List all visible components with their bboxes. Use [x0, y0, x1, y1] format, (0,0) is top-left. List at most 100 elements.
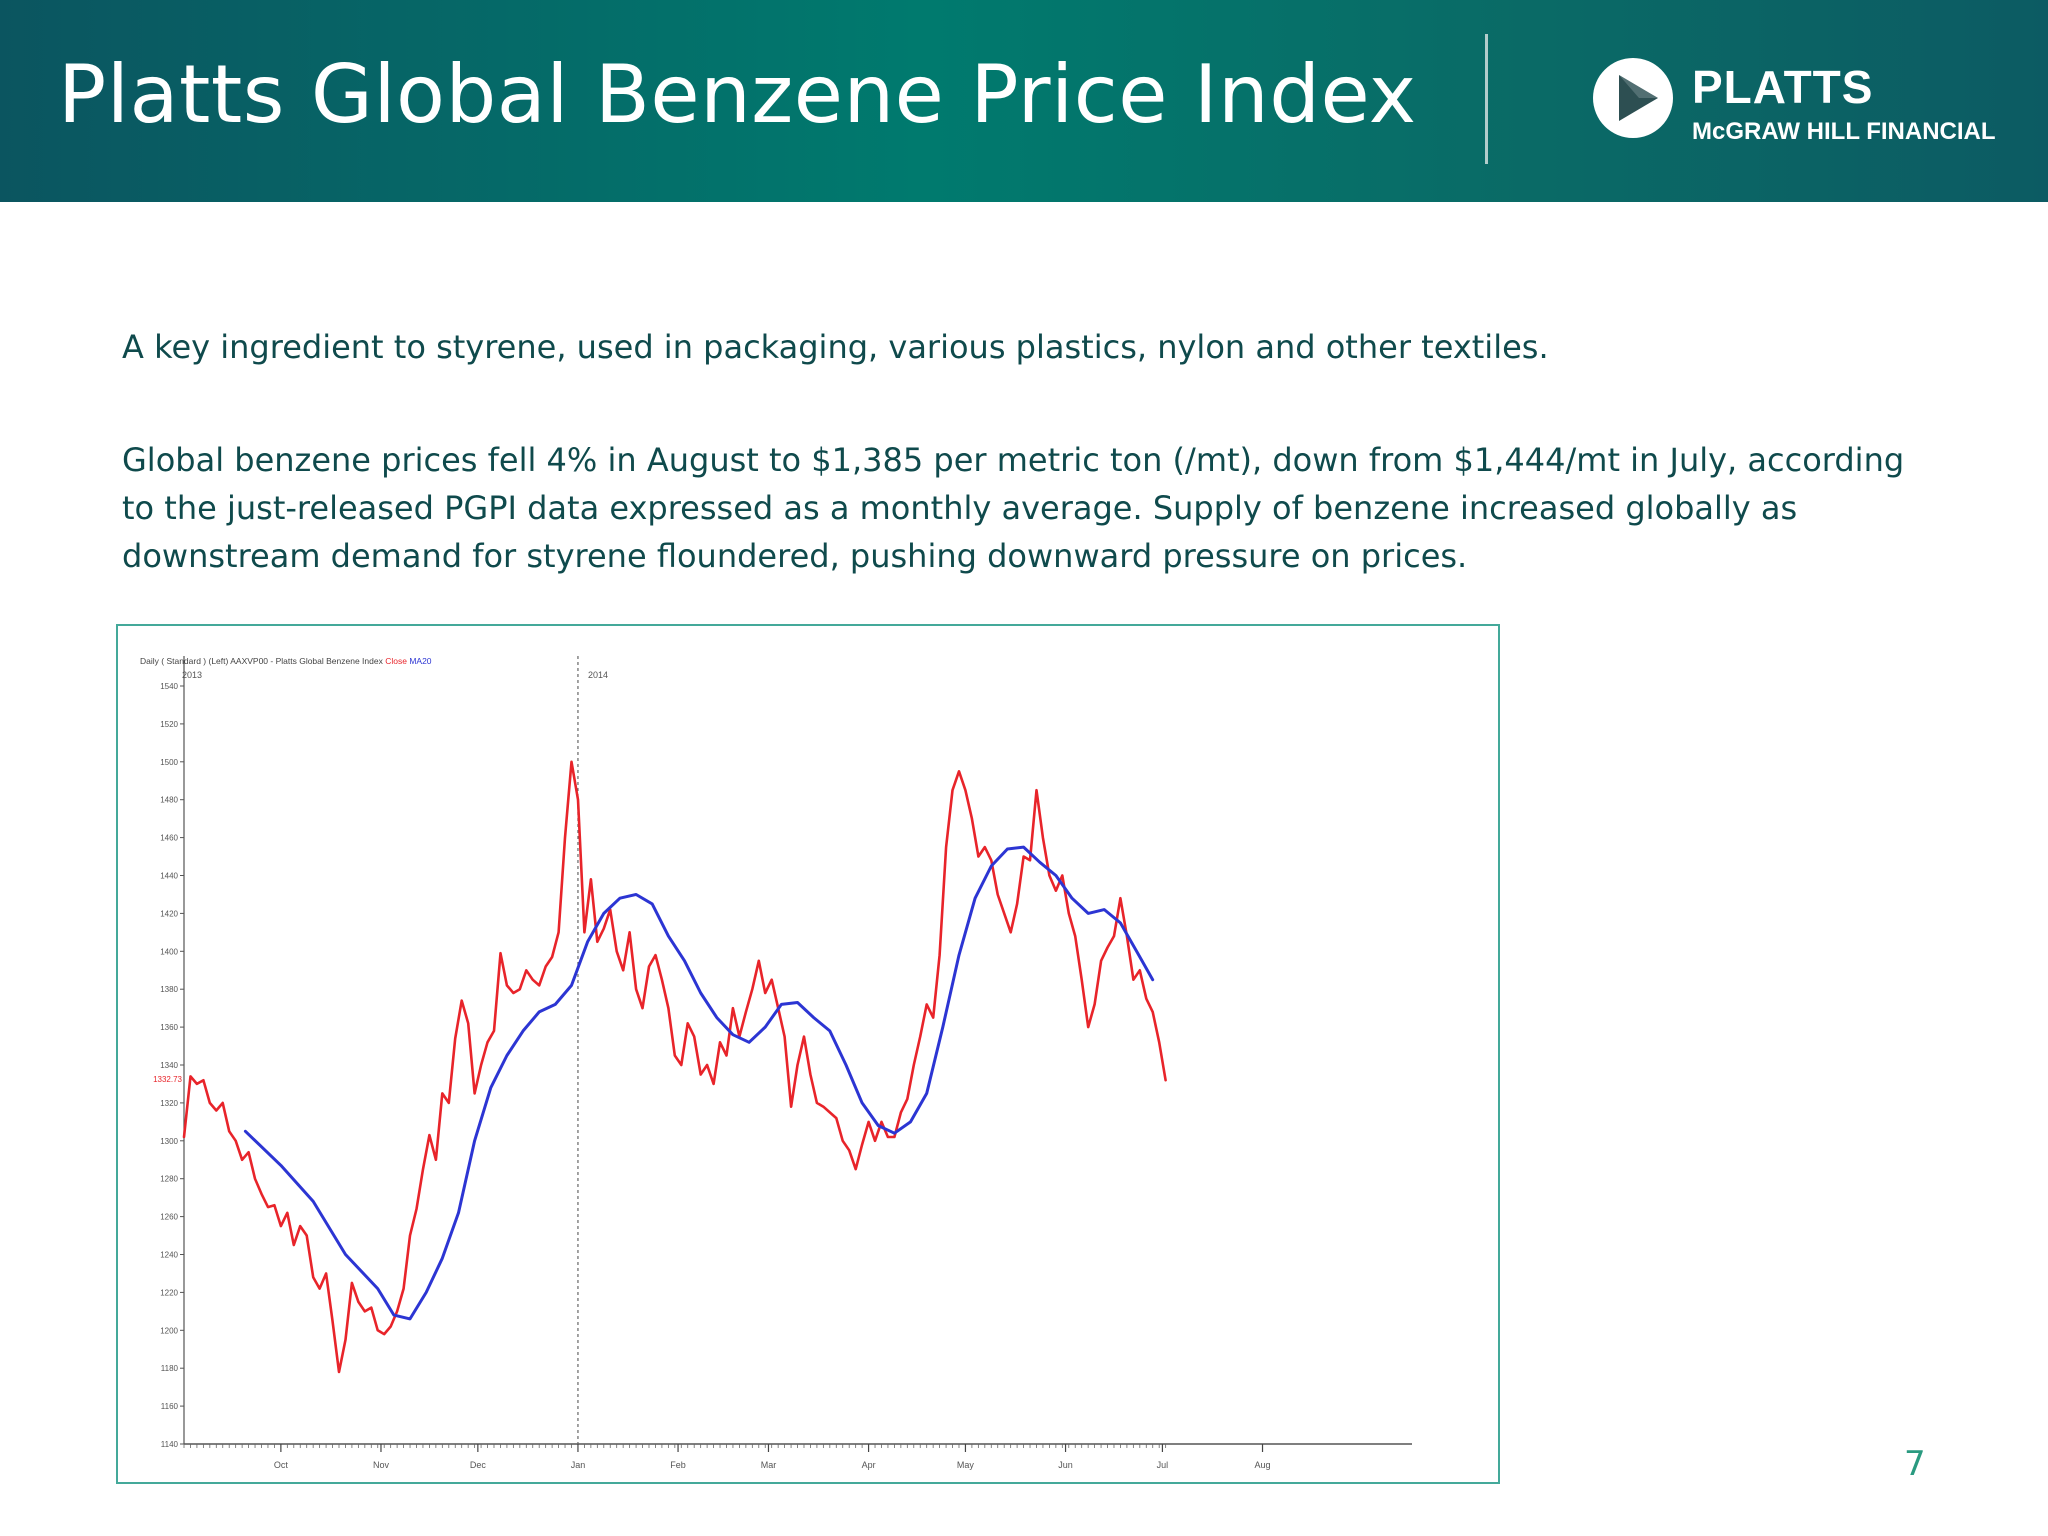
- series-point-close: [287, 1212, 288, 1213]
- series-point-close: [280, 1225, 281, 1226]
- series-point-ma20: [442, 1258, 443, 1259]
- series-point-close: [674, 1055, 675, 1056]
- series-point-close: [293, 1244, 294, 1245]
- series-point-close: [274, 1205, 275, 1206]
- series-point-close: [332, 1320, 333, 1321]
- y-tick-label: 1160: [161, 1402, 179, 1411]
- series-point-close: [597, 941, 598, 942]
- series-point-close: [203, 1080, 204, 1081]
- series-point-close: [874, 1140, 875, 1141]
- y-tick-label: 1420: [160, 909, 178, 918]
- series-point-close: [1159, 1042, 1160, 1043]
- x-tick-label: Jul: [1157, 1460, 1169, 1470]
- series-point-close: [1113, 936, 1114, 937]
- series-line-ma20: [243, 845, 1155, 1321]
- series-point-ma20: [1088, 913, 1089, 914]
- year-label-2014: 2014: [588, 670, 608, 680]
- series-point-close: [416, 1208, 417, 1209]
- series-point-close: [616, 951, 617, 952]
- series-point-ma20: [797, 1002, 798, 1003]
- series-point-ma20: [700, 992, 701, 993]
- series-point-close: [422, 1169, 423, 1170]
- year-label-2013: 2013: [182, 670, 202, 680]
- last-value-label: 1332.73: [153, 1075, 182, 1084]
- series-point-close: [694, 1036, 695, 1037]
- series-point-close: [532, 979, 533, 980]
- series-point-close: [397, 1311, 398, 1312]
- series-point-ma20: [1007, 848, 1008, 849]
- series-point-close: [790, 1106, 791, 1107]
- series-point-close: [681, 1064, 682, 1065]
- y-tick-label: 1540: [160, 682, 178, 691]
- series-point-ma20: [1023, 846, 1024, 847]
- y-tick-label: 1380: [160, 985, 178, 994]
- series-point-close: [629, 932, 630, 933]
- series-point-close: [887, 1136, 888, 1137]
- play-icon: [1593, 58, 1673, 138]
- series-point-close: [306, 1235, 307, 1236]
- series-point-ma20: [571, 985, 572, 986]
- x-tick-label: Oct: [274, 1460, 289, 1470]
- series-point-close: [1152, 1011, 1153, 1012]
- series-point-ma20: [845, 1064, 846, 1065]
- series-point-ma20: [458, 1212, 459, 1213]
- series-point-close: [978, 856, 979, 857]
- x-tick-label: Mar: [761, 1460, 777, 1470]
- series-point-close: [196, 1083, 197, 1084]
- series-point-close: [1107, 947, 1108, 948]
- series-point-ma20: [587, 941, 588, 942]
- series-point-close: [803, 1036, 804, 1037]
- y-tick-label: 1320: [160, 1099, 178, 1108]
- series-point-close: [455, 1038, 456, 1039]
- series-point-close: [429, 1135, 430, 1136]
- y-tick-label: 1500: [160, 758, 178, 767]
- series-point-close: [868, 1121, 869, 1122]
- series-point-close: [300, 1225, 301, 1226]
- series-point-close: [945, 846, 946, 847]
- series-point-ma20: [813, 1017, 814, 1018]
- series-point-close: [920, 1036, 921, 1037]
- y-tick-label: 1240: [160, 1251, 178, 1260]
- series-point-close: [229, 1131, 230, 1132]
- series-point-close: [635, 989, 636, 990]
- series-point-close: [461, 1000, 462, 1001]
- series-point-close: [216, 1110, 217, 1111]
- series-point-close: [474, 1093, 475, 1094]
- series-point-close: [952, 790, 953, 791]
- y-tick-label: 1460: [160, 834, 178, 843]
- series-point-close: [319, 1288, 320, 1289]
- series-point-ma20: [748, 1042, 749, 1043]
- series-point-ma20: [377, 1288, 378, 1289]
- series-point-ma20: [280, 1165, 281, 1166]
- series-point-ma20: [1055, 875, 1056, 876]
- x-tick-label: Jun: [1058, 1460, 1073, 1470]
- series-point-ma20: [555, 1004, 556, 1005]
- y-tick-label: 1400: [160, 947, 178, 956]
- chart-canvas: 1140 1160 1180 1200 1220 1240 1260 1280 1300 1320…: [140, 656, 1412, 1470]
- series-point-close: [707, 1064, 708, 1065]
- series-point-close: [745, 1011, 746, 1012]
- series-point-close: [468, 1023, 469, 1024]
- series-point-close: [984, 846, 985, 847]
- series-point-close: [810, 1074, 811, 1075]
- series-point-ma20: [1136, 951, 1137, 952]
- series-point-ma20: [732, 1034, 733, 1035]
- series-point-ma20: [862, 1102, 863, 1103]
- series-point-close: [1165, 1080, 1166, 1081]
- series-point-close: [1023, 856, 1024, 857]
- series-point-close: [1004, 913, 1005, 914]
- series-point-close: [765, 992, 766, 993]
- series-point-close: [1075, 936, 1076, 937]
- series-point-close: [926, 1004, 927, 1005]
- price-chart: 1140 1160 1180 1200 1220 1240 1260 1280 1300 1320…: [116, 624, 1500, 1484]
- series-point-close: [377, 1330, 378, 1331]
- series-point-close: [1036, 790, 1037, 791]
- series-point-close: [1042, 837, 1043, 838]
- series-point-close: [668, 1008, 669, 1009]
- series-point-ma20: [603, 913, 604, 914]
- series-point-ma20: [878, 1125, 879, 1126]
- slide-title: Platts Global Benzene Price Index: [58, 48, 1417, 141]
- series-point-close: [358, 1301, 359, 1302]
- legend-ma20: MA20: [409, 656, 431, 666]
- series-point-close: [584, 932, 585, 933]
